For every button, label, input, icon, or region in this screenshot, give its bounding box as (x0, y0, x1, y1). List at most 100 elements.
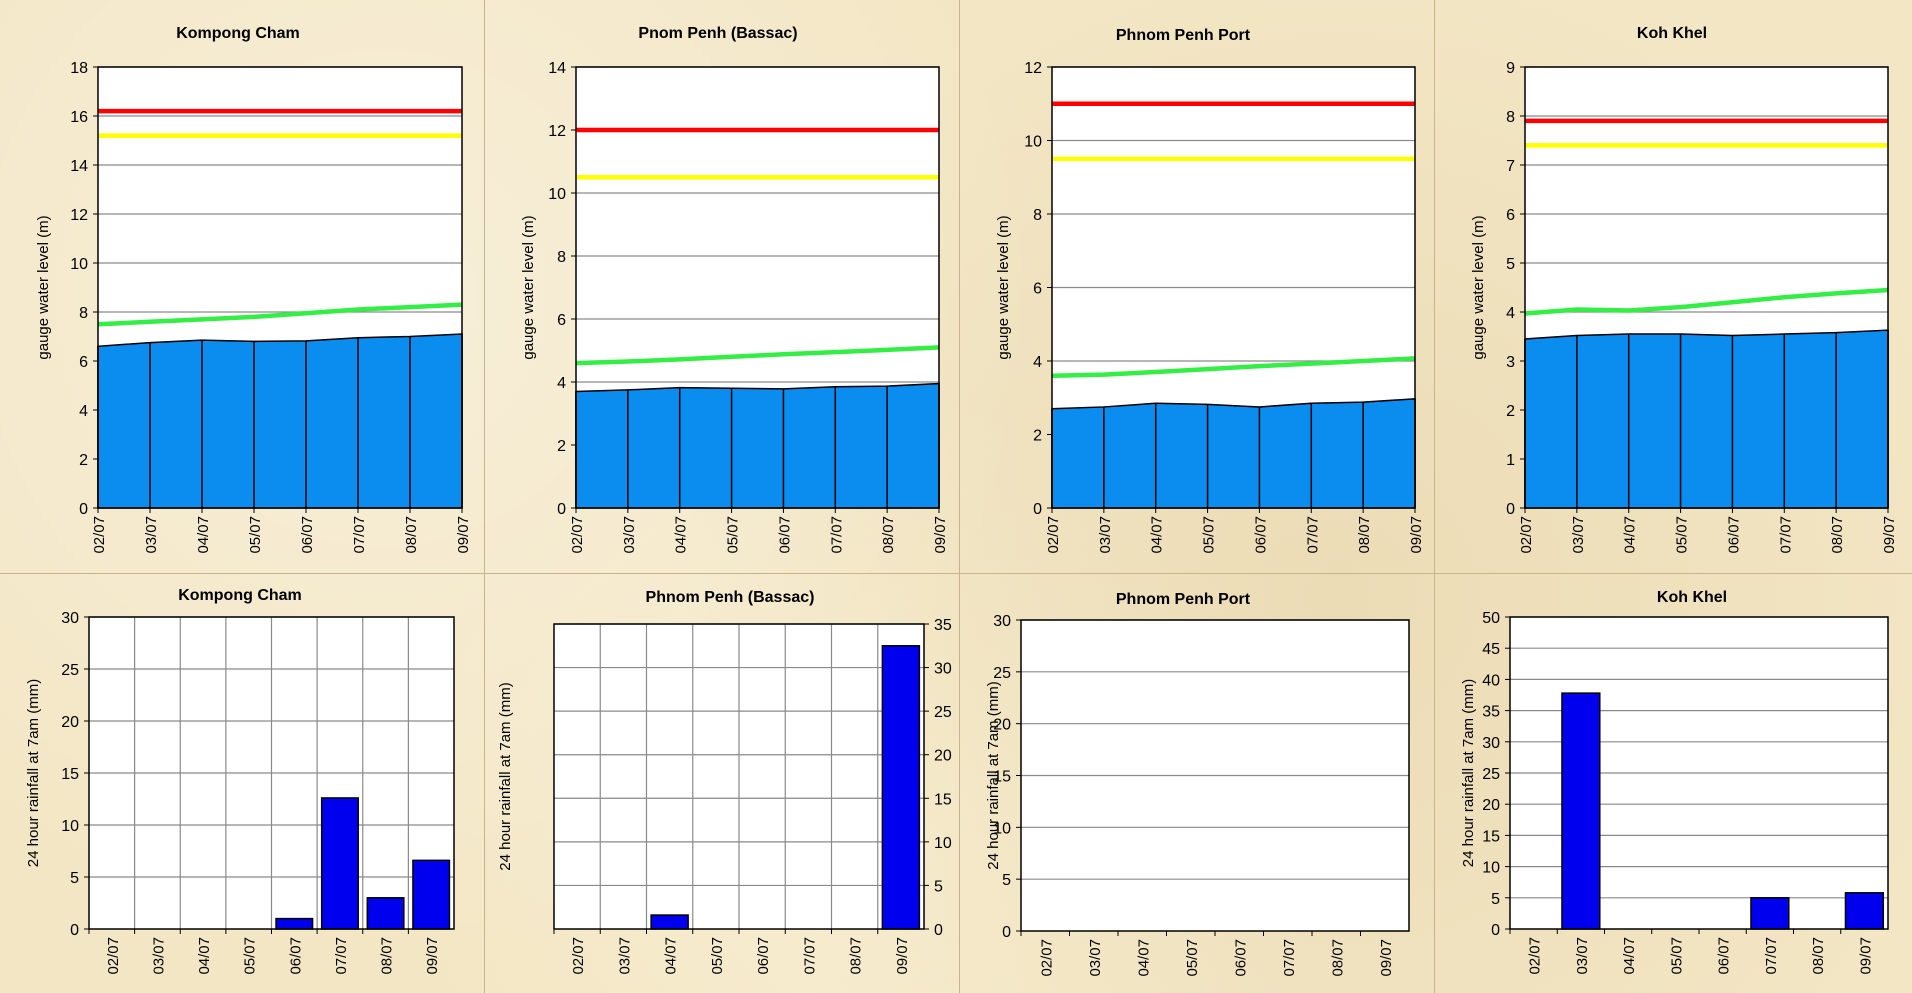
x-tick-label: 09/07 (1378, 939, 1395, 977)
x-tick-label: 05/07 (247, 516, 264, 554)
y-axis-label: gauge water level (m) (520, 215, 537, 359)
x-tick-label: 07/07 (1777, 516, 1794, 554)
divider-horizontal (0, 573, 1912, 574)
y-axis-label: gauge water level (m) (1470, 215, 1487, 359)
rainfall-bar (1750, 897, 1790, 930)
x-tick-label: 07/07 (351, 516, 368, 554)
y-tick-label: 0 (557, 501, 566, 518)
observed-water-level-area (1051, 398, 1416, 509)
y-tick-label: 35 (934, 617, 952, 634)
x-tick-label: 07/07 (1281, 939, 1298, 977)
plot-border (97, 66, 463, 509)
y-tick-label: 15 (993, 769, 1011, 786)
x-tick-label: 05/07 (1668, 937, 1685, 975)
y-tick-label: 6 (1506, 207, 1515, 224)
rainfall-bar (1561, 692, 1601, 930)
y-tick-label: 5 (70, 870, 79, 887)
x-tick-label: 06/07 (1716, 937, 1733, 975)
y-tick-label: 10 (934, 835, 952, 852)
x-tick-label: 03/07 (616, 937, 633, 975)
y-tick-label: 25 (934, 704, 952, 721)
x-tick-label: 08/07 (1356, 516, 1373, 554)
x-tick-label: 04/07 (1621, 937, 1638, 975)
x-tick-label: 05/07 (1184, 939, 1201, 977)
y-tick-label: 15 (61, 766, 79, 783)
rainfall-bar (275, 917, 314, 930)
y-tick-label: 0 (70, 922, 79, 939)
x-tick-label: 06/07 (1232, 939, 1249, 977)
x-tick-label: 05/07 (709, 937, 726, 975)
y-tick-label: 10 (1482, 860, 1500, 877)
x-tick-label: 02/07 (570, 937, 587, 975)
y-tick-label: 2 (79, 452, 88, 469)
y-tick-label: 50 (1482, 610, 1500, 627)
x-tick-label: 07/07 (828, 516, 845, 554)
y-tick-label: 0 (1002, 924, 1011, 941)
y-tick-label: 7 (1506, 158, 1515, 175)
x-tick-label: 07/07 (333, 937, 350, 975)
y-tick-label: 20 (934, 748, 952, 765)
y-tick-label: 16 (70, 109, 88, 126)
plot-border (553, 623, 925, 930)
x-tick-label: 09/07 (1857, 937, 1874, 975)
y-tick-label: 35 (1482, 704, 1500, 721)
x-tick-label: 08/07 (379, 937, 396, 975)
x-tick-label: 03/07 (1087, 939, 1104, 977)
y-tick-label: 0 (1491, 922, 1500, 939)
x-tick-label: 05/07 (242, 937, 259, 975)
y-axis-label: 24 hour rainfall at 7am (mm) (497, 682, 514, 870)
chart-panel-1: Kompong Cham gauge water level (m) 0 2 4 6 8 10… (35, 25, 472, 554)
chart-panel-2: Pnom Penh (Bassac) gauge water level (m) 0… (520, 25, 949, 554)
y-tick-label: 8 (1506, 109, 1515, 126)
observed-water-level-area (97, 333, 463, 509)
y-tick-label: 0 (1033, 501, 1042, 518)
x-tick-label: 06/07 (1252, 516, 1269, 554)
y-tick-label: 30 (993, 613, 1011, 630)
y-tick-label: 5 (934, 878, 943, 895)
x-tick-label: 08/07 (403, 516, 420, 554)
x-tick-label: 03/07 (1570, 516, 1587, 554)
y-tick-label: 4 (79, 403, 88, 420)
x-tick-label: 04/07 (195, 516, 212, 554)
x-tick-label: 02/07 (1038, 939, 1055, 977)
y-tick-label: 8 (1033, 207, 1042, 224)
rainfall-bar (320, 797, 359, 930)
y-axis-label: 24 hour rainfall at 7am (mm) (985, 681, 1002, 869)
plot-border (1020, 619, 1410, 932)
chart-panel-6: Phnom Penh (Bassac) 24 hour rainfall at 7… (497, 589, 952, 975)
y-tick-label: 6 (1033, 281, 1042, 298)
x-tick-label: 07/07 (801, 937, 818, 975)
x-tick-label: 09/07 (932, 516, 949, 554)
y-tick-label: 18 (70, 60, 88, 77)
x-tick-label: 07/07 (1304, 516, 1321, 554)
y-tick-label: 10 (70, 256, 88, 273)
rainfall-bar (412, 859, 451, 930)
y-tick-label: 30 (934, 661, 952, 678)
x-tick-label: 08/07 (1810, 937, 1827, 975)
y-tick-label: 0 (79, 501, 88, 518)
x-tick-label: 08/07 (848, 937, 865, 975)
x-tick-label: 09/07 (455, 516, 472, 554)
x-tick-label: 06/07 (287, 937, 304, 975)
y-tick-label: 12 (1024, 60, 1042, 77)
y-tick-label: 40 (1482, 672, 1500, 689)
chart-panel-4: Koh Khel gauge water level (m) 0 1 2 3 4 5 6 7 8 9 0… (1470, 25, 1898, 554)
chart-panel-5: Kompong Cham 24 hour rainfall at 7am (mm)… (25, 587, 455, 975)
chart-panel-8: Koh Khel 24 hour rainfall at 7am (mm) 0 5 10… (1460, 589, 1889, 975)
y-tick-label: 25 (1482, 766, 1500, 783)
y-tick-label: 20 (1482, 797, 1500, 814)
normal-level-line (575, 345, 940, 366)
y-tick-label: 0 (934, 922, 943, 939)
x-tick-label: 03/07 (1574, 937, 1591, 975)
rainfall-bar (650, 914, 689, 930)
plot-border (1051, 66, 1416, 509)
x-tick-label: 02/07 (91, 516, 108, 554)
normal-level-line (1524, 287, 1889, 316)
chart-title: Koh Khel (1637, 25, 1707, 42)
x-tick-label: 03/07 (150, 937, 167, 975)
chart-title: Pnom Penh (Bassac) (638, 25, 797, 42)
x-tick-label: 04/07 (663, 937, 680, 975)
x-tick-label: 04/07 (1149, 516, 1166, 554)
